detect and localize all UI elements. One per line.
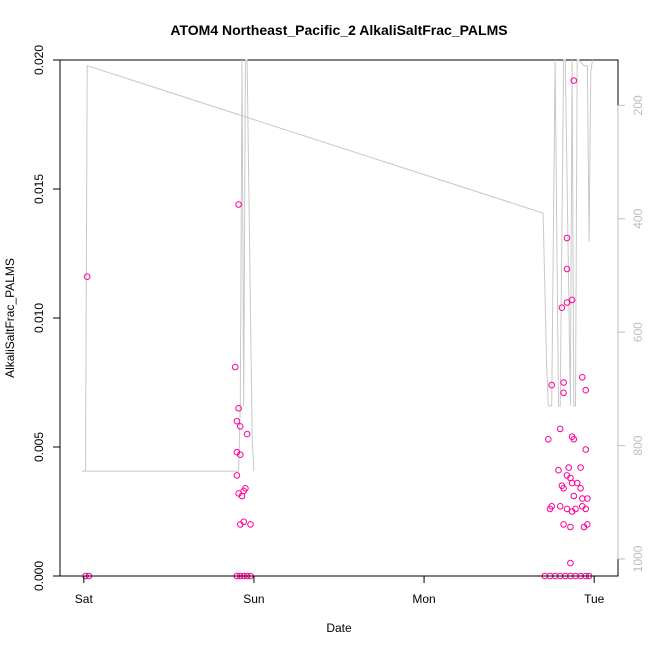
axes-layer: Sat Sun Mon Tue 0.000 0.005 0.010 0.015 0.020 200… xyxy=(32,45,645,606)
y-tick-label: 0.000 xyxy=(32,561,46,591)
data-point xyxy=(565,464,573,471)
y-tick-label: 0.005 xyxy=(32,432,46,462)
data-point xyxy=(568,296,576,304)
y-tick-label: 0.010 xyxy=(32,303,46,333)
data-point xyxy=(558,304,566,312)
data-point xyxy=(237,521,244,528)
plot-box xyxy=(59,59,619,577)
data-point xyxy=(233,472,241,479)
data-point xyxy=(555,466,562,474)
y2-tick-label: 400 xyxy=(631,208,645,228)
data-point xyxy=(563,299,571,306)
data-point xyxy=(243,430,251,438)
data-point xyxy=(560,521,567,528)
data-point xyxy=(231,363,239,371)
x-tick-label: Sun xyxy=(243,592,264,606)
data-point xyxy=(567,559,574,567)
data-point xyxy=(584,495,591,502)
data-point xyxy=(563,234,571,242)
data-point xyxy=(83,273,91,281)
data-point xyxy=(548,381,556,389)
data-point xyxy=(567,523,574,531)
data-point xyxy=(560,389,567,397)
y-tick-label: 0.015 xyxy=(32,174,46,204)
data-point xyxy=(579,503,586,510)
x-axis-label: Date xyxy=(326,621,352,635)
data-point xyxy=(235,405,242,412)
data-point xyxy=(577,485,584,492)
x-tick-label: Tue xyxy=(584,592,605,606)
y-tick-label: 0.020 xyxy=(32,45,46,75)
data-point xyxy=(238,492,246,500)
data-point xyxy=(582,446,590,453)
altitude-line-layer xyxy=(82,59,593,472)
data-point xyxy=(237,423,244,430)
data-point xyxy=(584,521,591,528)
data-point xyxy=(545,436,552,443)
x-tick-label: Mon xyxy=(412,592,435,606)
data-point xyxy=(560,379,567,386)
data-point xyxy=(579,374,586,381)
data-point xyxy=(570,77,578,84)
data-point xyxy=(548,503,556,510)
altitude-line xyxy=(85,59,593,472)
data-point xyxy=(563,265,571,273)
data-point xyxy=(556,503,564,510)
y2-tick-label: 800 xyxy=(631,435,645,455)
y-axis-label: AlkaliSaltFrac_PALMS xyxy=(3,258,17,378)
data-point xyxy=(573,479,581,487)
data-point xyxy=(582,386,590,394)
scatter-points-layer xyxy=(82,77,593,580)
data-point xyxy=(237,451,244,459)
chart-title: ATOM4 Northeast_Pacific_2 AlkaliSaltFrac… xyxy=(170,22,507,38)
data-point xyxy=(570,436,578,443)
x-tick-label: Sat xyxy=(75,592,94,606)
y2-tick-label: 600 xyxy=(631,322,645,342)
data-point xyxy=(247,521,254,528)
data-point xyxy=(233,417,241,425)
y2-tick-label: 1000 xyxy=(631,545,645,572)
y2-tick-label: 200 xyxy=(631,95,645,115)
data-point xyxy=(563,505,571,513)
data-point xyxy=(556,425,564,433)
data-point xyxy=(577,464,584,471)
data-point xyxy=(560,485,567,492)
data-point xyxy=(235,201,242,208)
altitude-line-segment-0 xyxy=(82,59,255,472)
data-point xyxy=(572,505,579,513)
data-point xyxy=(570,492,578,500)
